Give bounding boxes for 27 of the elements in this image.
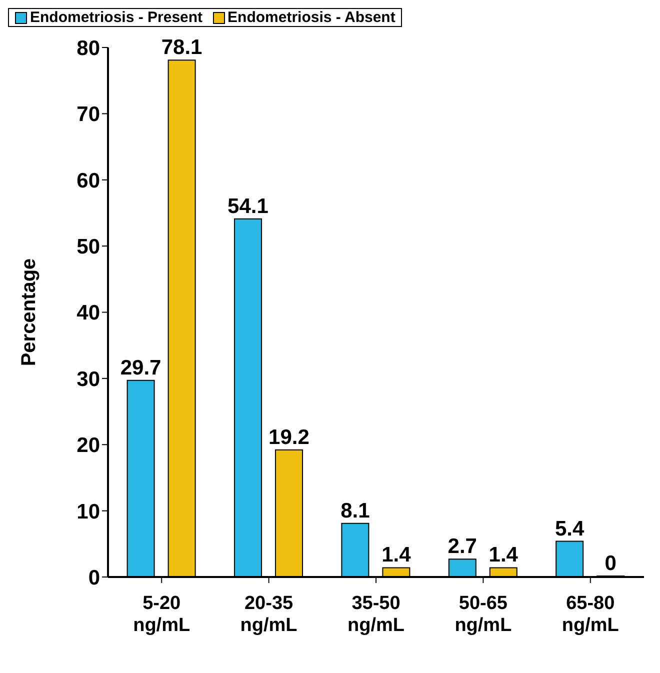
data-label: 1.4 [382, 544, 412, 567]
x-tick-label: 50-65 ng/mL [454, 593, 512, 636]
data-label: 54.1 [228, 194, 269, 218]
x-tick-label: 20-35 ng/mL [240, 593, 298, 636]
data-label: 29.7 [120, 356, 162, 380]
data-label: 19.2 [268, 426, 310, 449]
data-label: 78.1 [161, 36, 203, 60]
y-tick-label: 70 [76, 103, 100, 126]
data-label: 0 [604, 552, 616, 575]
y-tick-label: 30 [76, 368, 100, 391]
y-tick-label: 20 [76, 434, 100, 458]
y-tick-label: 50 [76, 236, 100, 259]
y-tick-label: 40 [76, 302, 100, 325]
data-label: 5.4 [554, 517, 585, 540]
legend-label: Endometriosis - Present [29, 9, 203, 26]
y-tick-label: 0 [88, 566, 100, 590]
x-tick-label: 65-80 ng/mL [562, 593, 620, 636]
data-label: 8.1 [340, 499, 370, 522]
y-tick-label: 60 [76, 169, 100, 192]
data-label: 1.4 [488, 544, 518, 567]
y-tick-label: 80 [76, 36, 100, 60]
y-axis-title: Percentage [18, 258, 40, 366]
x-tick-label: 35-50 ng/mL [348, 593, 405, 636]
legend-label: Endometriosis - Absent [226, 9, 396, 26]
data-label: 2.7 [448, 535, 477, 558]
y-tick-label: 10 [76, 500, 100, 524]
x-tick-label: 5-20 ng/mL [133, 593, 190, 636]
